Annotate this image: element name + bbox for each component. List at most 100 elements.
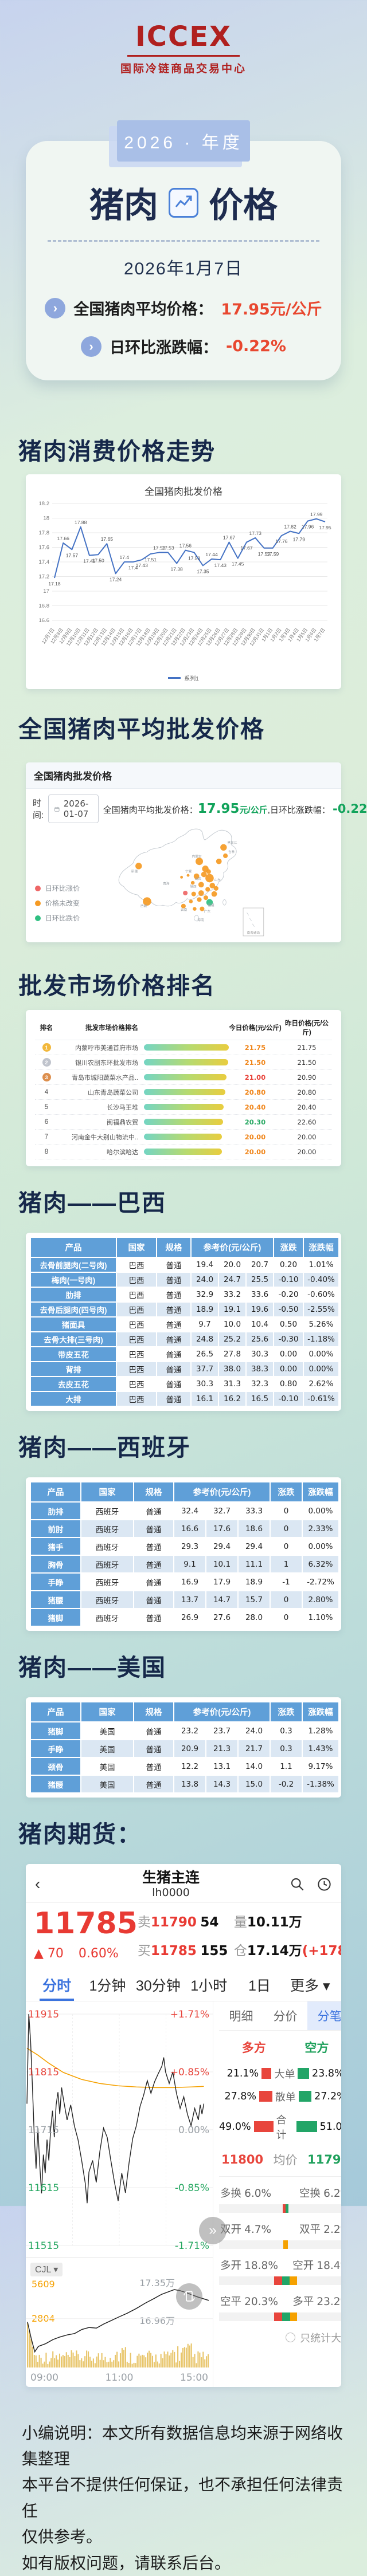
value-cell: 9.17% xyxy=(302,1757,339,1776)
column-header: 涨跌幅 xyxy=(303,1237,339,1258)
rank-cell: 6 xyxy=(44,1118,49,1126)
back-button[interactable]: ‹ xyxy=(35,1875,41,1893)
table-row: 猪腰 西班牙 普通 13.7 14.7 15.7 0 2.80% xyxy=(30,1590,339,1609)
map-card: 全国猪肉批发价格 时间: 2026-01-07 全国猪肉平均批发价格：17.95… xyxy=(26,762,367,942)
size-label: 大单 xyxy=(274,2068,295,2080)
panel-tab-分笔[interactable]: 分笔 xyxy=(307,2001,341,2030)
volume-chart[interactable]: CJL ▾ 5609 2804 17.35万 16.96万 xyxy=(26,2258,213,2371)
order-size-row: 21.1% 大单 23.8% xyxy=(219,2066,341,2081)
value-cell: 1.10% xyxy=(302,1608,339,1627)
price-bar xyxy=(144,1059,229,1065)
radio-icon[interactable] xyxy=(286,2333,296,2343)
value-cell: 33.6 xyxy=(245,1287,274,1303)
time-tick: 11:00 xyxy=(105,2372,134,2384)
percent-axis-label: -1.71% xyxy=(174,2240,209,2252)
date-picker[interactable]: 2026-01-07 xyxy=(48,795,99,823)
value-cell: 32.4 xyxy=(173,1501,206,1520)
tab-1分钟[interactable]: 1分钟 xyxy=(89,1977,126,1994)
col-yesterday: 昨日价格(元/公斤) xyxy=(284,1020,329,1036)
map-summary: 全国猪肉平均批发价格：17.95元/公斤,日环比涨跌幅： -0.22% xyxy=(103,801,367,816)
column-header: 产品 xyxy=(30,1481,81,1503)
value-cell: 普通 xyxy=(156,1331,192,1347)
market-dot[interactable] xyxy=(209,883,216,888)
market-dot[interactable] xyxy=(220,844,227,851)
map-controls: 时间: 2026-01-07 全国猪肉平均批发价格：17.95元/公斤,日环比涨… xyxy=(26,789,367,823)
china-outline xyxy=(118,828,237,907)
market-dot[interactable] xyxy=(203,895,208,900)
yesterday-price: 20.80 xyxy=(297,1088,317,1096)
market-dot[interactable] xyxy=(191,891,196,896)
panel-tab-分价[interactable]: 分价 xyxy=(273,2009,298,2023)
value-cell: 26.5 xyxy=(190,1346,219,1362)
rank-cell: 2 xyxy=(35,1058,58,1067)
today-price: 20.40 xyxy=(244,1103,266,1111)
market-dot[interactable] xyxy=(197,897,202,902)
market-dot[interactable] xyxy=(211,891,217,897)
tab-分时[interactable]: 分时 xyxy=(32,1970,82,2001)
pair-left: 多开 18.8% xyxy=(220,2259,278,2272)
market-dot[interactable] xyxy=(213,886,218,891)
market-dot[interactable] xyxy=(206,899,213,906)
value-cell: -0.61% xyxy=(303,1391,339,1407)
value-cell: 普通 xyxy=(133,1608,174,1627)
market-dot[interactable] xyxy=(206,869,211,874)
clock-icon[interactable] xyxy=(317,1877,332,1892)
market-dot[interactable] xyxy=(196,858,204,866)
tab-更多 ▾[interactable]: 更多 ▾ xyxy=(290,1977,330,1994)
market-dot[interactable] xyxy=(135,863,142,870)
intraday-chart[interactable]: 11915 11815 11715 11615 11515 +1.71% +0.85% 0.0… xyxy=(26,2001,213,2258)
panel-tab-明细[interactable]: 明细 xyxy=(229,2009,253,2023)
market-dot[interactable] xyxy=(216,858,222,864)
map-summary-label2: ,日环比涨跌幅： xyxy=(267,805,330,815)
short-pct: 23.8% xyxy=(311,2067,341,2079)
market-dot[interactable] xyxy=(201,871,207,878)
section-title-futures: 猪肉期货： xyxy=(18,1821,142,1847)
market-dot[interactable] xyxy=(193,907,197,911)
province-label: 广东 xyxy=(204,909,211,914)
value-cell: 巴西 xyxy=(116,1346,157,1362)
data-label: 17.35 xyxy=(197,568,209,574)
value-cell: 0.3 xyxy=(270,1721,303,1740)
rank-cell: 1 xyxy=(35,1043,58,1052)
market-dot[interactable] xyxy=(198,890,204,896)
value-cell: 西班牙 xyxy=(80,1537,134,1556)
value-cell: 16.6 xyxy=(173,1519,206,1538)
value-cell: 0 xyxy=(270,1519,303,1538)
value-cell: 24.7 xyxy=(218,1272,247,1288)
market-dot[interactable] xyxy=(183,890,188,896)
market-dot[interactable] xyxy=(186,874,190,877)
market-dot[interactable] xyxy=(223,853,228,859)
bid-line: 买11785 155 xyxy=(137,1942,228,1958)
tab-1日[interactable]: 1日 xyxy=(248,1977,271,1994)
market-dot[interactable] xyxy=(189,899,193,903)
big-order-filter[interactable]: 只统计大单 xyxy=(219,2330,341,2345)
market-dot[interactable] xyxy=(205,874,214,883)
market-dot[interactable] xyxy=(200,906,205,911)
table-row: 1 内蒙呼市美通首府市场 21.75 21.75 xyxy=(35,1040,332,1055)
market-dot[interactable] xyxy=(180,875,184,879)
market-dot[interactable] xyxy=(193,873,200,879)
search-icon[interactable] xyxy=(290,1877,305,1892)
market-dot[interactable] xyxy=(190,880,195,885)
value-cell: -1 xyxy=(270,1572,303,1591)
market-dot[interactable] xyxy=(198,882,204,888)
value-cell: 18.9 xyxy=(237,1572,271,1591)
market-dot[interactable] xyxy=(205,887,210,892)
market-dot[interactable] xyxy=(143,897,151,906)
tab-30分钟[interactable]: 30分钟 xyxy=(135,1977,181,1994)
table-row: 去皮五花 巴西 普通 30.3 31.3 32.3 0.80 2.62% xyxy=(30,1376,339,1392)
indicator-selector[interactable]: CJL ▾ xyxy=(30,2262,63,2276)
market-dot[interactable] xyxy=(181,903,186,909)
value-cell: 0 xyxy=(270,1501,303,1520)
rotate-screen-icon[interactable] xyxy=(176,2283,202,2310)
short-bar xyxy=(298,2091,312,2102)
value-cell: 巴西 xyxy=(116,1316,157,1332)
product-cell: 颈骨 xyxy=(30,1757,81,1776)
value-cell: 33.2 xyxy=(218,1287,247,1303)
chart-column: 11915 11815 11715 11615 11515 +1.71% +0.85% 0.0… xyxy=(26,2001,227,2387)
data-label: 17.88 xyxy=(75,520,87,525)
expand-panel-button[interactable]: » xyxy=(199,2216,227,2244)
time-tick: 09:00 xyxy=(30,2372,58,2384)
product-cell: 猪腰 xyxy=(30,1590,81,1609)
tab-1小时[interactable]: 1小时 xyxy=(190,1977,228,1994)
